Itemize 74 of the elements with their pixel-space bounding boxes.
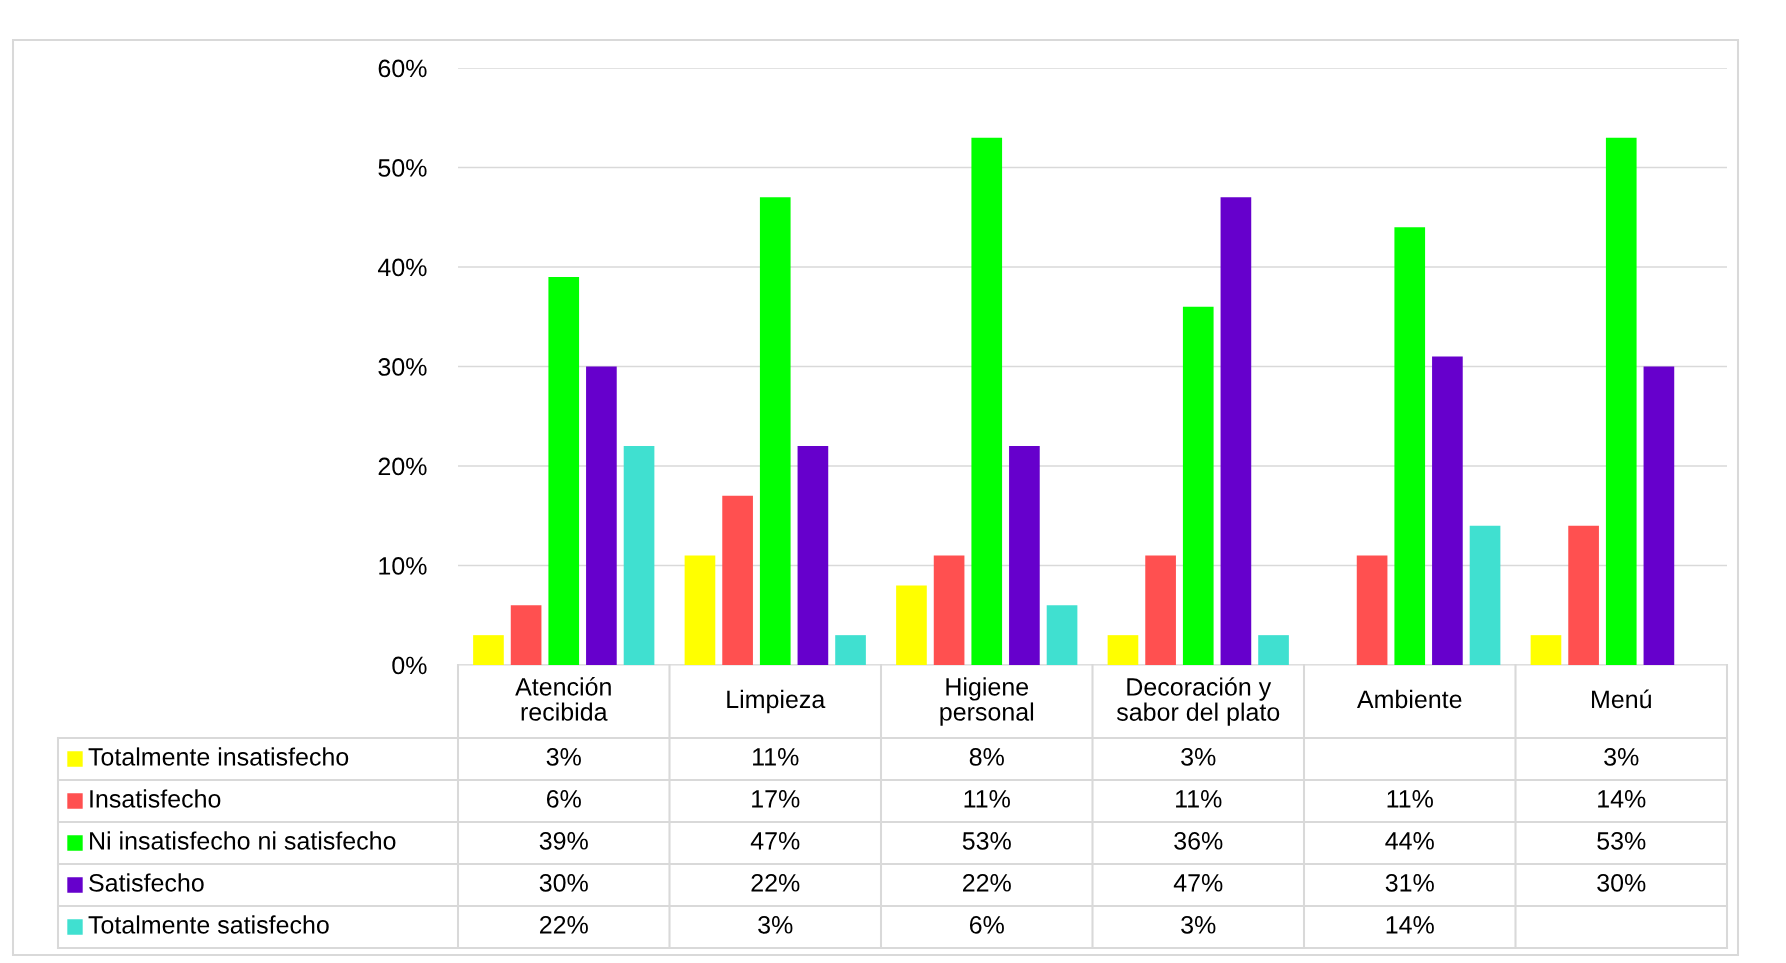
bar bbox=[971, 137, 1003, 665]
data-label: 22% bbox=[751, 874, 800, 892]
data-label: 17% bbox=[752, 790, 800, 808]
data-label: 14% bbox=[1386, 916, 1434, 934]
bar bbox=[1220, 197, 1252, 665]
bar bbox=[586, 366, 617, 665]
data-label: 11% bbox=[753, 748, 799, 766]
bar bbox=[1469, 525, 1501, 665]
data-label: 39% bbox=[539, 832, 588, 850]
legend-label: Insatisfecho bbox=[90, 789, 221, 808]
data-label: 22% bbox=[539, 916, 588, 934]
legend-label: Ni insatisfecho ni satisfecho bbox=[90, 831, 396, 850]
data-label: 3% bbox=[758, 916, 793, 934]
bar bbox=[1145, 555, 1176, 665]
data-label: 3% bbox=[1604, 748, 1639, 766]
bar bbox=[835, 635, 866, 665]
data-label: 11% bbox=[1387, 790, 1433, 808]
data-label: 47% bbox=[750, 832, 800, 850]
bar bbox=[473, 635, 504, 665]
x-tick-label: Limpieza bbox=[727, 689, 826, 714]
y-tick-label: 50% bbox=[378, 159, 427, 177]
data-label: 47% bbox=[1173, 874, 1223, 892]
data-label: 3% bbox=[1181, 748, 1216, 766]
y-tick-label: 0% bbox=[392, 656, 427, 675]
x-tick-label: Decoración y sabor del plato bbox=[1116, 677, 1280, 726]
legend-label: Satisfecho bbox=[89, 873, 204, 892]
data-label: 53% bbox=[962, 832, 1011, 850]
data-label: 6% bbox=[969, 916, 1004, 934]
bar bbox=[1530, 635, 1562, 665]
data-label: 22% bbox=[962, 874, 1011, 892]
bar bbox=[623, 446, 655, 665]
y-tick-label: 40% bbox=[377, 258, 427, 277]
x-tick-label: Atención recibida bbox=[515, 677, 611, 721]
bar bbox=[896, 585, 927, 665]
data-label: 30% bbox=[1597, 874, 1646, 892]
data-label: 31% bbox=[1385, 874, 1434, 892]
data-label: 3% bbox=[546, 748, 581, 766]
y-tick-label: 20% bbox=[378, 457, 427, 476]
data-label: 53% bbox=[1597, 832, 1646, 850]
bar bbox=[510, 605, 542, 665]
bar bbox=[1605, 137, 1637, 665]
bar bbox=[684, 555, 716, 665]
bar bbox=[1258, 635, 1289, 665]
bar bbox=[1107, 635, 1139, 665]
y-tick-label: 30% bbox=[378, 358, 427, 376]
bar bbox=[1394, 227, 1426, 665]
bar bbox=[1046, 605, 1078, 665]
bar bbox=[1356, 555, 1388, 665]
bar bbox=[722, 495, 753, 665]
data-label: 3% bbox=[1181, 916, 1216, 934]
legend-label: Totalmente satisfecho bbox=[88, 915, 329, 934]
data-label: 14% bbox=[1598, 790, 1646, 808]
data-label: 36% bbox=[1174, 832, 1223, 850]
bar bbox=[1432, 356, 1463, 665]
y-tick-label: 60% bbox=[378, 59, 427, 78]
legend-label: Totalmente insatisfecho bbox=[88, 747, 349, 766]
bar bbox=[1643, 366, 1675, 665]
bar bbox=[1182, 306, 1214, 665]
bar bbox=[797, 446, 829, 665]
data-label: 8% bbox=[969, 748, 1004, 766]
data-label: 6% bbox=[546, 790, 581, 808]
data-label: 44% bbox=[1385, 832, 1434, 850]
bar bbox=[759, 197, 791, 665]
x-tick-label: Ambiente bbox=[1357, 689, 1462, 709]
data-label: 11% bbox=[1176, 790, 1222, 808]
bar bbox=[1568, 525, 1599, 665]
data-label: 30% bbox=[539, 874, 588, 892]
x-tick-label: Higiene personal bbox=[940, 677, 1034, 726]
bar bbox=[548, 276, 580, 665]
y-tick-label: 10% bbox=[379, 557, 427, 575]
x-tick-label: Menú bbox=[1592, 689, 1651, 709]
bar bbox=[933, 555, 965, 665]
bar bbox=[1009, 446, 1040, 665]
data-label: 11% bbox=[964, 790, 1010, 808]
